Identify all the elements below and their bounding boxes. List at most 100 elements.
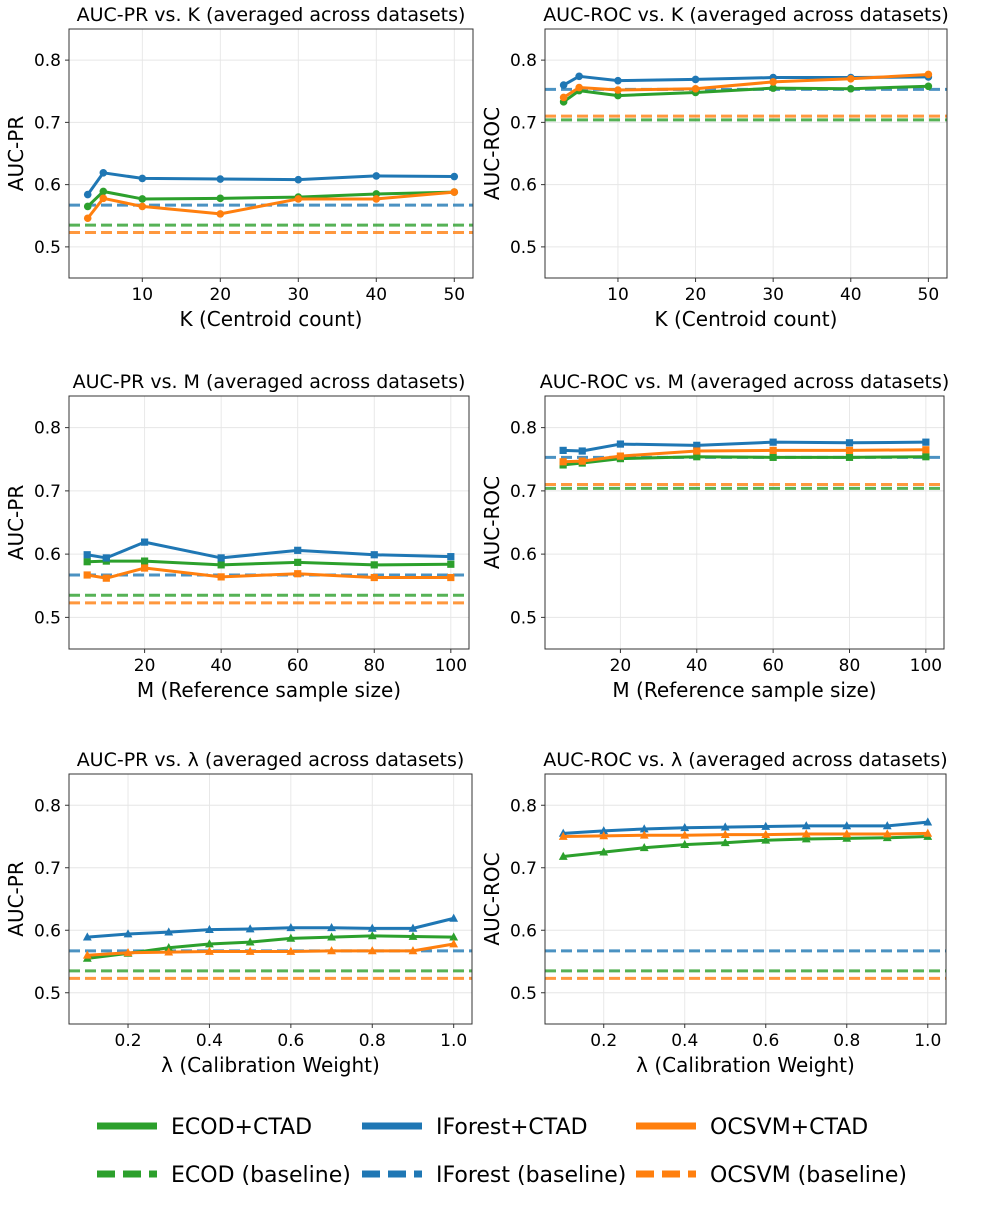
panel-3-x-tick-label-4: 80 <box>363 656 385 676</box>
panel-6-point-iforest-ctad-6 <box>761 821 771 830</box>
panel-6-point-ocsvm-ctad-3 <box>639 830 649 839</box>
panel-3-point-iforest-ctad-3 <box>140 538 149 546</box>
panel-5-point-ecod-ctad-4 <box>205 939 214 948</box>
panel-3-y-tick-label-1: 0.5 <box>34 608 61 628</box>
panel-1-x-tick-label-3: 30 <box>287 285 309 305</box>
panel-3-point-ecod-ctad-7 <box>447 560 455 568</box>
panel-2-x-axis-label: K (Centroid count) <box>655 307 838 331</box>
panel-6-point-iforest-ctad-3 <box>639 824 649 833</box>
panel-2-point-iforest-ctad-3 <box>614 76 622 85</box>
panel-1-point-iforest-ctad-5 <box>294 175 303 184</box>
panel-4-point-iforest-ctad-1 <box>559 446 567 454</box>
panel-4-y-axis-label: AUC-ROC <box>480 476 504 569</box>
legend-label-ocsvm-ctad: OCSVM+CTAD <box>710 1115 868 1140</box>
panel-5-y-tick-label-1: 0.5 <box>34 984 61 1004</box>
panel-3-point-ocsvm-ctad-7 <box>447 573 455 582</box>
panel-2-axes-frame <box>544 28 948 279</box>
panel-6-x-tick-label-1: 0.2 <box>590 1031 617 1051</box>
panel-4-x-tick-label-4: 80 <box>839 656 861 676</box>
panel-4-point-iforest-ctad-4 <box>693 441 701 449</box>
panel-5-point-ocsvm-ctad-2 <box>123 947 133 957</box>
panel-4-y-tick-label-1: 0.5 <box>510 608 537 628</box>
panel-2-point-ocsvm-ctad-3 <box>614 86 622 94</box>
panel-4-point-ecod-ctad-4 <box>693 453 701 461</box>
panel-3-point-iforest-ctad-6 <box>370 551 378 559</box>
panel-4-point-iforest-ctad-5 <box>769 438 777 446</box>
legend-label-ocsvm-baseline: OCSVM (baseline) <box>710 1163 907 1188</box>
panel-2-point-ocsvm-ctad-5 <box>769 78 777 86</box>
panel-6-point-ecod-ctad-3 <box>639 842 649 852</box>
panel-5-x-tick-label-5: 1.0 <box>440 1031 467 1051</box>
panel-6-x-tick-label-4: 0.8 <box>833 1031 860 1051</box>
panel-5-point-ecod-ctad-8 <box>367 931 377 940</box>
panel-6-point-iforest-ctad-10 <box>923 817 933 826</box>
panel-6-point-ocsvm-ctad-10 <box>923 828 933 837</box>
panel-4-y-tick-label-2: 0.6 <box>510 545 537 565</box>
panel-2-y-tick-label-1: 0.5 <box>510 238 537 258</box>
panel-4-x-tick-label-3: 60 <box>762 656 784 676</box>
panel-5-y-tick-label-4: 0.8 <box>34 796 61 816</box>
panel-4-x-tick-label-1: 20 <box>610 656 632 676</box>
panel-1-point-ocsvm-ctad-7 <box>450 188 459 196</box>
panel-5-point-ocsvm-ctad-5 <box>245 946 255 955</box>
panel-3-point-iforest-ctad-2 <box>102 554 110 562</box>
panel-1-point-ocsvm-ctad-2 <box>99 194 108 203</box>
panel-3-point-ocsvm-ctad-2 <box>102 574 110 582</box>
panel-5-point-ocsvm-ctad-6 <box>286 946 296 955</box>
panel-1-x-axis-label: K (Centroid count) <box>180 307 363 331</box>
panel-4-point-ocsvm-ctad-3 <box>616 452 625 460</box>
panel-2-x-tick-label-3: 30 <box>762 285 784 305</box>
panel-6-point-ecod-ctad-1 <box>558 851 568 860</box>
panel-4-point-ocsvm-ctad-1 <box>559 458 567 466</box>
panel-2-point-iforest-ctad-1 <box>559 81 568 89</box>
panel-6-point-ecod-ctad-7 <box>801 834 811 843</box>
panel-2-point-ocsvm-ctad-7 <box>924 70 933 79</box>
panel-3-point-ecod-ctad-6 <box>370 561 378 569</box>
panel-5-x-tick-label-1: 0.2 <box>115 1031 142 1051</box>
panel-5-point-ecod-ctad-10 <box>449 932 459 941</box>
panel-3-y-tick-label-3: 0.7 <box>34 482 61 502</box>
panel-6-y-tick-label-4: 0.8 <box>510 796 537 816</box>
panel-3-point-ocsvm-ctad-4 <box>217 573 225 581</box>
panel-5-x-axis-label: λ (Calibration Weight) <box>161 1053 380 1077</box>
panel-2-point-ecod-ctad-7 <box>924 82 933 91</box>
panel-2-point-ocsvm-ctad-1 <box>559 93 568 102</box>
panel-6-point-ocsvm-ctad-7 <box>801 829 811 838</box>
panel-5-axes-frame <box>68 773 473 1025</box>
panel-1-axes-frame <box>68 28 474 279</box>
panel-1-point-ecod-ctad-4 <box>216 194 225 203</box>
panel-5-point-ocsvm-ctad-7 <box>327 946 336 955</box>
panel-3-x-tick-label-5: 100 <box>435 656 467 676</box>
panel-4-y-tick-label-3: 0.7 <box>510 482 537 502</box>
panel-1-point-iforest-ctad-6 <box>372 172 381 180</box>
panel-2-point-ocsvm-ctad-4 <box>691 84 700 93</box>
panel-6-point-iforest-ctad-8 <box>842 821 852 830</box>
panel-1-point-ocsvm-ctad-4 <box>216 210 225 218</box>
panel-6-axes-frame <box>544 773 947 1025</box>
panel-5-point-iforest-ctad-2 <box>123 929 133 938</box>
panel-5-x-tick-label-2: 0.4 <box>196 1031 223 1051</box>
panel-6-point-ocsvm-ctad-5 <box>720 829 730 839</box>
panel-4-point-ocsvm-ctad-7 <box>922 446 930 454</box>
panel-5-point-ecod-ctad-5 <box>245 937 255 946</box>
panel-3-y-tick-label-4: 0.8 <box>34 419 61 439</box>
chart-panel-3: 20 40 60 80 100 0.5 0.6 0.7 0.8 AUC-PR vs. M (ave… <box>4 371 470 702</box>
panel-2-x-tick-label-2: 20 <box>685 285 707 305</box>
panel-2-point-iforest-ctad-2 <box>575 72 583 81</box>
panel-1-title: AUC-PR vs. K (averaged across datasets) <box>77 4 466 26</box>
panel-5-point-ocsvm-ctad-8 <box>367 946 377 955</box>
panel-1-x-tick-label-2: 20 <box>209 285 231 305</box>
panel-6-point-ocsvm-ctad-9 <box>882 829 892 838</box>
panel-3-x-tick-label-3: 60 <box>287 656 309 676</box>
panel-5-point-ocsvm-ctad-9 <box>408 946 418 955</box>
panel-1-point-iforest-ctad-1 <box>83 190 92 199</box>
panel-6-point-ocsvm-ctad-1 <box>558 831 568 840</box>
panel-4-y-tick-label-4: 0.8 <box>510 419 537 439</box>
panel-6-point-ocsvm-ctad-6 <box>761 829 771 839</box>
panel-3-point-iforest-ctad-5 <box>294 546 302 554</box>
panel-4-point-iforest-ctad-2 <box>578 447 586 455</box>
panel-5-point-iforest-ctad-1 <box>82 932 92 941</box>
panel-3-x-tick-label-2: 40 <box>210 656 232 676</box>
panel-1-point-iforest-ctad-4 <box>216 175 225 183</box>
panel-3-point-ocsvm-ctad-6 <box>370 573 378 582</box>
